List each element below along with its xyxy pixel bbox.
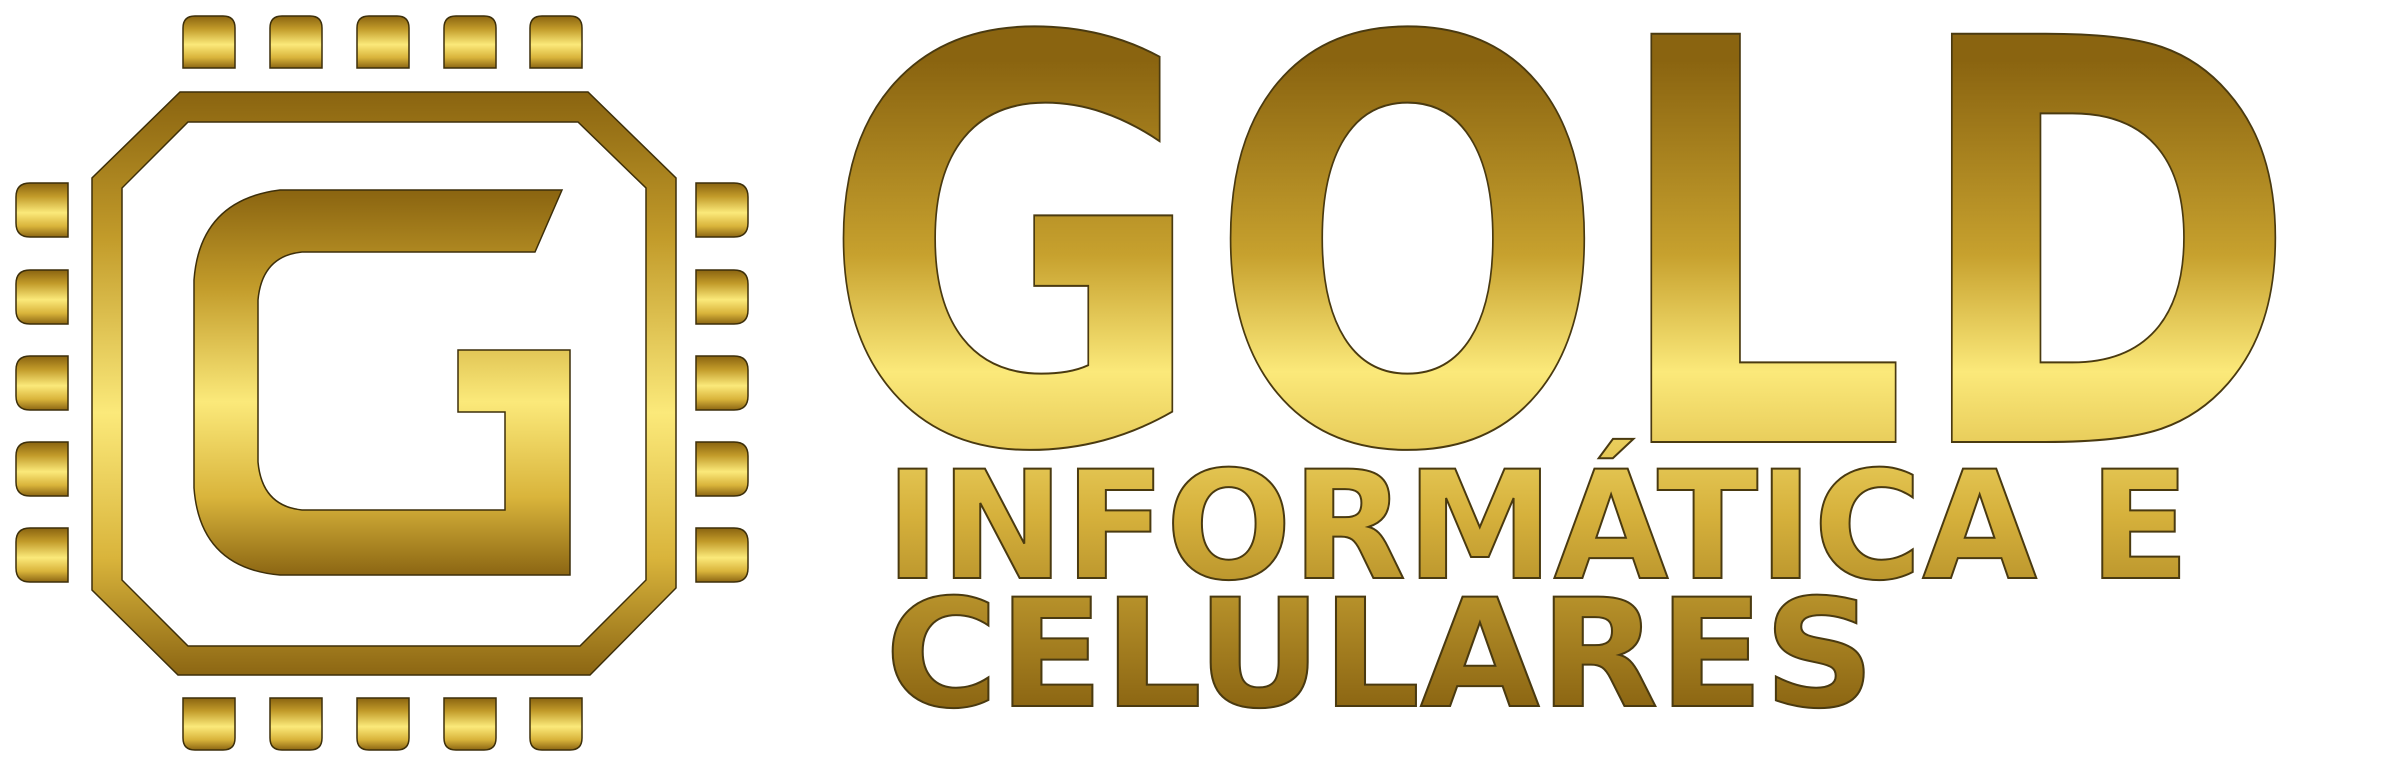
chip-g-letter [193,189,571,576]
chip-icon [15,15,749,751]
tagline-line2: CELULARES [885,568,1875,742]
chip-frame [91,91,677,676]
chip-right-pins [695,182,749,583]
brand-name: GOLD [820,0,2300,575]
chip-top-pins [182,15,583,69]
wordmark: GOLD INFORMÁTICA E CELULARES [819,0,2301,743]
chip-left-pins [15,182,69,583]
chip-bottom-pins [182,697,583,751]
tagline-line1: INFORMÁTICA E [885,439,2190,614]
